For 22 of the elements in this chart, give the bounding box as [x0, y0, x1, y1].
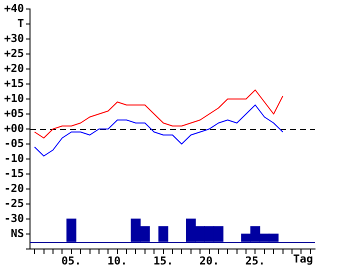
y-tick-label: +40 [4, 2, 24, 15]
y-tick-label: -05 [4, 136, 24, 150]
y-tick-label: +30 [4, 32, 24, 45]
x-tick-label: 10. [107, 254, 128, 265]
y-tick-label: +25 [4, 46, 24, 60]
y-tick-label: NS [10, 226, 24, 240]
y-tick-label: -25 [4, 196, 24, 210]
y-tick-label: -10 [4, 152, 24, 165]
y-tick-label: -30 [4, 212, 24, 225]
x-axis-title: Tag [293, 252, 313, 265]
y-tick-label: +05 [4, 106, 24, 120]
x-tick-label: 15. [153, 254, 174, 265]
y-tick-label: -20 [4, 182, 24, 195]
y-tick-label: +20 [4, 62, 24, 75]
y-tick-label: +00 [4, 122, 24, 135]
x-tick-label: 05. [61, 254, 82, 265]
y-tick-label: -15 [4, 166, 24, 180]
y-tick-label: +10 [4, 92, 24, 105]
x-tick-label: 25. [245, 254, 266, 265]
y-tick-label: +15 [4, 76, 24, 90]
y-tick-label: T [17, 16, 24, 30]
x-tick-label: 20. [199, 254, 220, 265]
